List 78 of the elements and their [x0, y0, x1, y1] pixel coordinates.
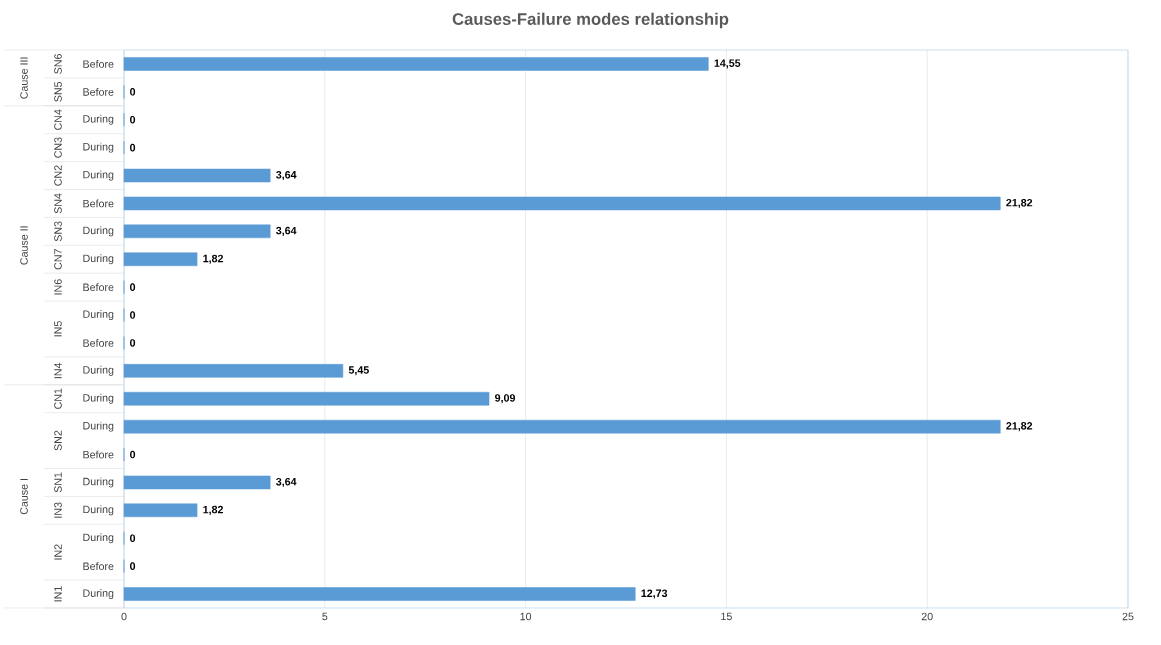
text: SN5: [54, 81, 62, 102]
data-label: 3,64: [276, 171, 297, 181]
text: IN4: [54, 362, 62, 379]
y-tick-label: Before: [83, 339, 114, 347]
text: CN7: [54, 249, 62, 270]
text: Cause III: [20, 57, 28, 99]
text: IN3: [54, 502, 62, 518]
y-tick-label: Before: [83, 562, 114, 571]
x-tick-label: 25: [1122, 612, 1134, 621]
data-label: 0: [130, 450, 136, 459]
bar: [123, 57, 709, 71]
text: IN1: [54, 586, 62, 602]
y-tick-label: During: [83, 533, 114, 544]
y-tick-label: Before: [83, 283, 114, 292]
text: IN5: [54, 321, 62, 337]
bar: [123, 475, 271, 490]
data-label: 21,82: [1006, 198, 1033, 208]
y-tick-label: During: [83, 310, 114, 321]
text: SN3: [54, 221, 62, 242]
text: IN2: [54, 544, 62, 560]
y-tick-label: During: [83, 114, 114, 125]
data-label: 1,82: [203, 254, 224, 264]
text: SN2: [54, 430, 62, 451]
y-tick-label: During: [83, 226, 114, 237]
bar: [123, 224, 271, 239]
data-label: 0: [130, 534, 136, 543]
data-label: 12,73: [641, 589, 668, 599]
data-label: 21,82: [1006, 422, 1033, 432]
text: SN1: [54, 472, 62, 493]
text: CN2: [54, 165, 62, 186]
y-tick-label: During: [83, 393, 114, 404]
data-label: 0: [130, 339, 136, 347]
data-label: 3,64: [276, 477, 297, 487]
x-tick-label: 15: [721, 612, 732, 621]
y-tick-label: During: [83, 477, 114, 488]
data-label: 0: [130, 562, 136, 570]
text: IN6: [54, 279, 62, 295]
y-tick-label: During: [83, 589, 114, 600]
data-label: 0: [130, 143, 136, 152]
bar: [123, 168, 271, 183]
data-label: 14,55: [714, 59, 741, 69]
text: CN1: [54, 388, 62, 409]
bar: [123, 587, 636, 601]
y-tick-label: During: [83, 421, 114, 432]
data-label: 0: [130, 283, 136, 291]
chart-title: Causes-Failure modes relationship: [452, 12, 729, 29]
data-label: 9,09: [495, 394, 516, 404]
text: SN4: [54, 193, 62, 214]
y-tick-label: During: [83, 170, 114, 181]
bar: [123, 503, 198, 518]
x-tick-label: 10: [520, 612, 532, 621]
bar: [123, 391, 490, 406]
data-label: 3,64: [276, 226, 297, 236]
text: CN3: [54, 137, 62, 158]
bar: [123, 196, 1001, 211]
y-tick-label: Before: [83, 87, 114, 96]
text: Cause II: [20, 226, 28, 265]
y-tick-label: During: [83, 505, 114, 516]
y-tick-label: Before: [83, 60, 114, 68]
data-label: 0: [130, 311, 136, 319]
data-label: 0: [130, 88, 136, 96]
x-tick-label: 20: [921, 612, 933, 621]
y-tick-label: During: [83, 254, 114, 265]
bar: [123, 419, 1001, 434]
x-tick-label: 5: [322, 612, 328, 621]
data-label: 1,82: [203, 505, 224, 515]
bar: [123, 252, 198, 267]
text: Cause I: [20, 479, 28, 515]
data-label: 5,45: [348, 366, 369, 376]
data-label: 0: [130, 115, 136, 124]
text: SN6: [54, 54, 62, 74]
x-tick-label: 0: [121, 612, 127, 621]
y-tick-label: During: [83, 365, 114, 376]
bar: [123, 364, 344, 378]
y-tick-label: Before: [83, 199, 114, 208]
y-tick-label: Before: [83, 450, 114, 459]
text: CN4: [54, 109, 62, 130]
y-tick-label: During: [83, 142, 114, 153]
